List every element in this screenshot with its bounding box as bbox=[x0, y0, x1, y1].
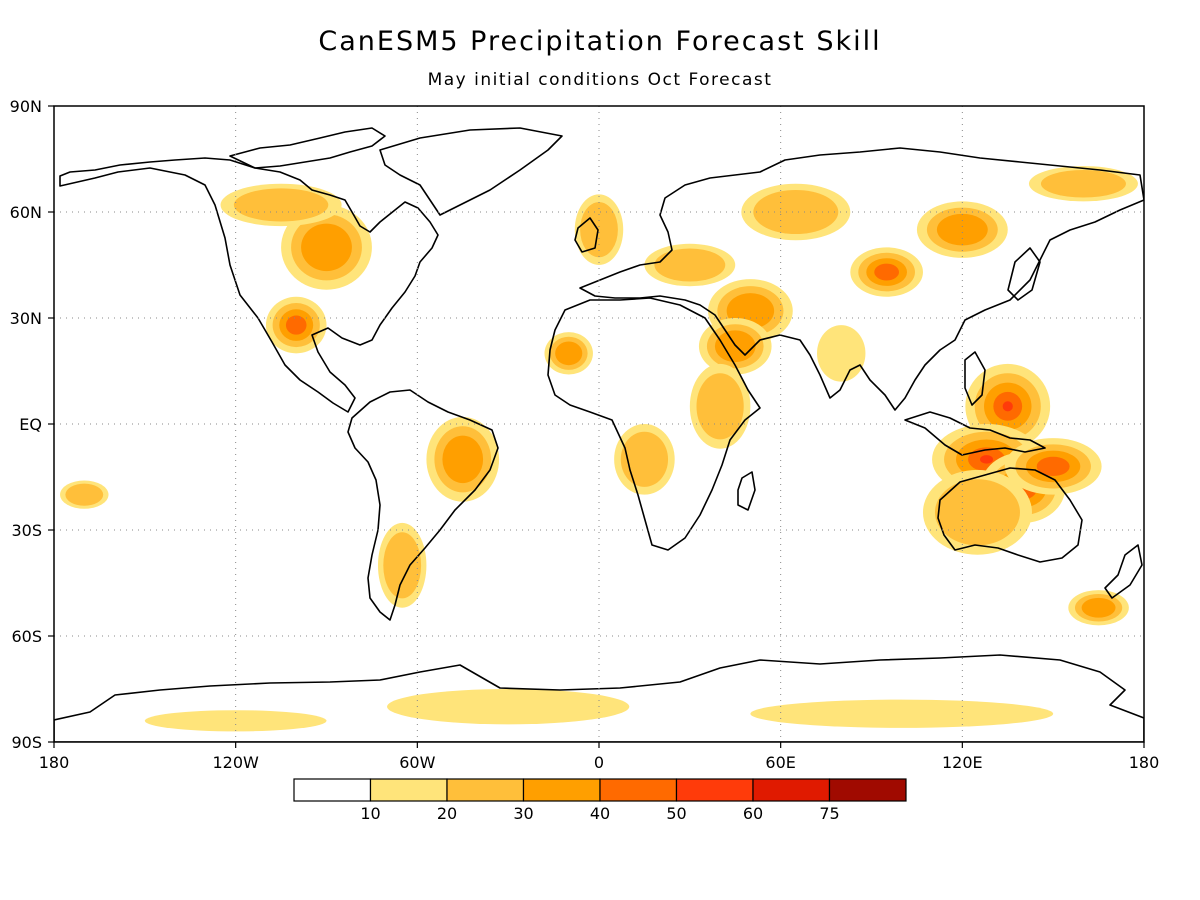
coastline-greenland bbox=[379, 127, 563, 216]
legend-swatch bbox=[599, 778, 678, 802]
legend-swatch bbox=[675, 778, 754, 802]
legend-swatch bbox=[369, 778, 448, 802]
skill-region bbox=[1036, 456, 1070, 477]
skill-region bbox=[874, 263, 899, 281]
skill-region bbox=[65, 483, 104, 506]
lon-tick-label: 180 bbox=[39, 753, 70, 772]
legend-label: 30 bbox=[513, 804, 533, 823]
latitude-labels: 90N 60N 30N EQ 30S 60S 90S bbox=[10, 97, 54, 752]
skill-region bbox=[980, 455, 994, 464]
skill-shading bbox=[60, 166, 1138, 732]
skill-region bbox=[696, 373, 744, 440]
lat-tick-label: 60N bbox=[10, 203, 42, 222]
legend-label: 40 bbox=[590, 804, 610, 823]
skill-region bbox=[654, 248, 726, 282]
skill-region bbox=[285, 315, 307, 335]
lat-tick-label: 30S bbox=[11, 521, 42, 540]
skill-region bbox=[301, 223, 352, 272]
coastline-antarctica bbox=[54, 654, 1144, 742]
skill-region bbox=[233, 188, 329, 222]
graticule bbox=[54, 106, 1144, 742]
coastline-eurasia bbox=[579, 147, 1144, 411]
legend-swatch bbox=[446, 778, 525, 802]
skill-region bbox=[580, 202, 618, 258]
skill-region bbox=[1040, 169, 1126, 198]
lat-tick-label: 60S bbox=[11, 627, 42, 646]
skill-region bbox=[144, 710, 327, 732]
skill-region bbox=[387, 689, 630, 725]
coastline-british-isles bbox=[574, 217, 599, 253]
skill-region bbox=[750, 699, 1054, 728]
skill-region bbox=[934, 479, 1020, 546]
lon-tick-label: 60E bbox=[765, 753, 795, 772]
map-title: CanESM5 Precipitation Forecast Skill bbox=[318, 26, 882, 57]
coastlines bbox=[54, 127, 1144, 742]
legend-label: 10 bbox=[360, 804, 380, 823]
skill-region bbox=[936, 213, 988, 246]
legend-swatch bbox=[752, 778, 831, 802]
map-subtitle: May initial conditions Oct Forecast bbox=[427, 70, 773, 90]
lat-tick-label: 30N bbox=[10, 309, 42, 328]
lon-tick-label: 120E bbox=[942, 753, 983, 772]
lat-tick-label: 90S bbox=[11, 733, 42, 752]
coastline-south-america bbox=[347, 389, 499, 621]
coastline-australia bbox=[937, 467, 1083, 563]
coastline-north-america bbox=[59, 157, 439, 413]
legend-swatch bbox=[522, 778, 601, 802]
skill-region bbox=[620, 431, 669, 487]
skill-region bbox=[753, 189, 839, 235]
legend-label: 50 bbox=[666, 804, 686, 823]
skill-region bbox=[817, 325, 866, 382]
legend-label: 75 bbox=[819, 804, 839, 823]
skill-region bbox=[383, 532, 422, 599]
coastline-africa bbox=[547, 297, 761, 551]
lon-tick-label: 180 bbox=[1129, 753, 1160, 772]
coastline-japan bbox=[1007, 247, 1041, 301]
skill-region bbox=[1002, 401, 1013, 412]
coastline-maritime-continent bbox=[904, 411, 1046, 456]
legend-swatch bbox=[293, 778, 372, 802]
legend-label: 20 bbox=[437, 804, 457, 823]
coastline-new-zealand bbox=[1104, 544, 1143, 599]
skill-region bbox=[442, 435, 484, 484]
lon-tick-label: 60W bbox=[399, 753, 435, 772]
longitude-labels: 180 120W 60W 0 60E 120E 180 bbox=[39, 742, 1160, 772]
coastline-arctic-islands bbox=[229, 127, 386, 169]
coastline-madagascar bbox=[737, 471, 756, 511]
skill-region bbox=[555, 341, 583, 366]
skill-region bbox=[1081, 597, 1116, 618]
lon-tick-label: 0 bbox=[594, 753, 604, 772]
lon-tick-label: 120W bbox=[212, 753, 259, 772]
legend-label: 60 bbox=[743, 804, 763, 823]
coastline-philippines bbox=[964, 351, 986, 406]
colorbar-legend: 10 20 30 40 50 60 75 bbox=[293, 778, 907, 823]
lat-tick-label: 90N bbox=[10, 97, 42, 116]
lat-tick-label: EQ bbox=[19, 415, 42, 434]
legend-swatch bbox=[828, 778, 907, 802]
